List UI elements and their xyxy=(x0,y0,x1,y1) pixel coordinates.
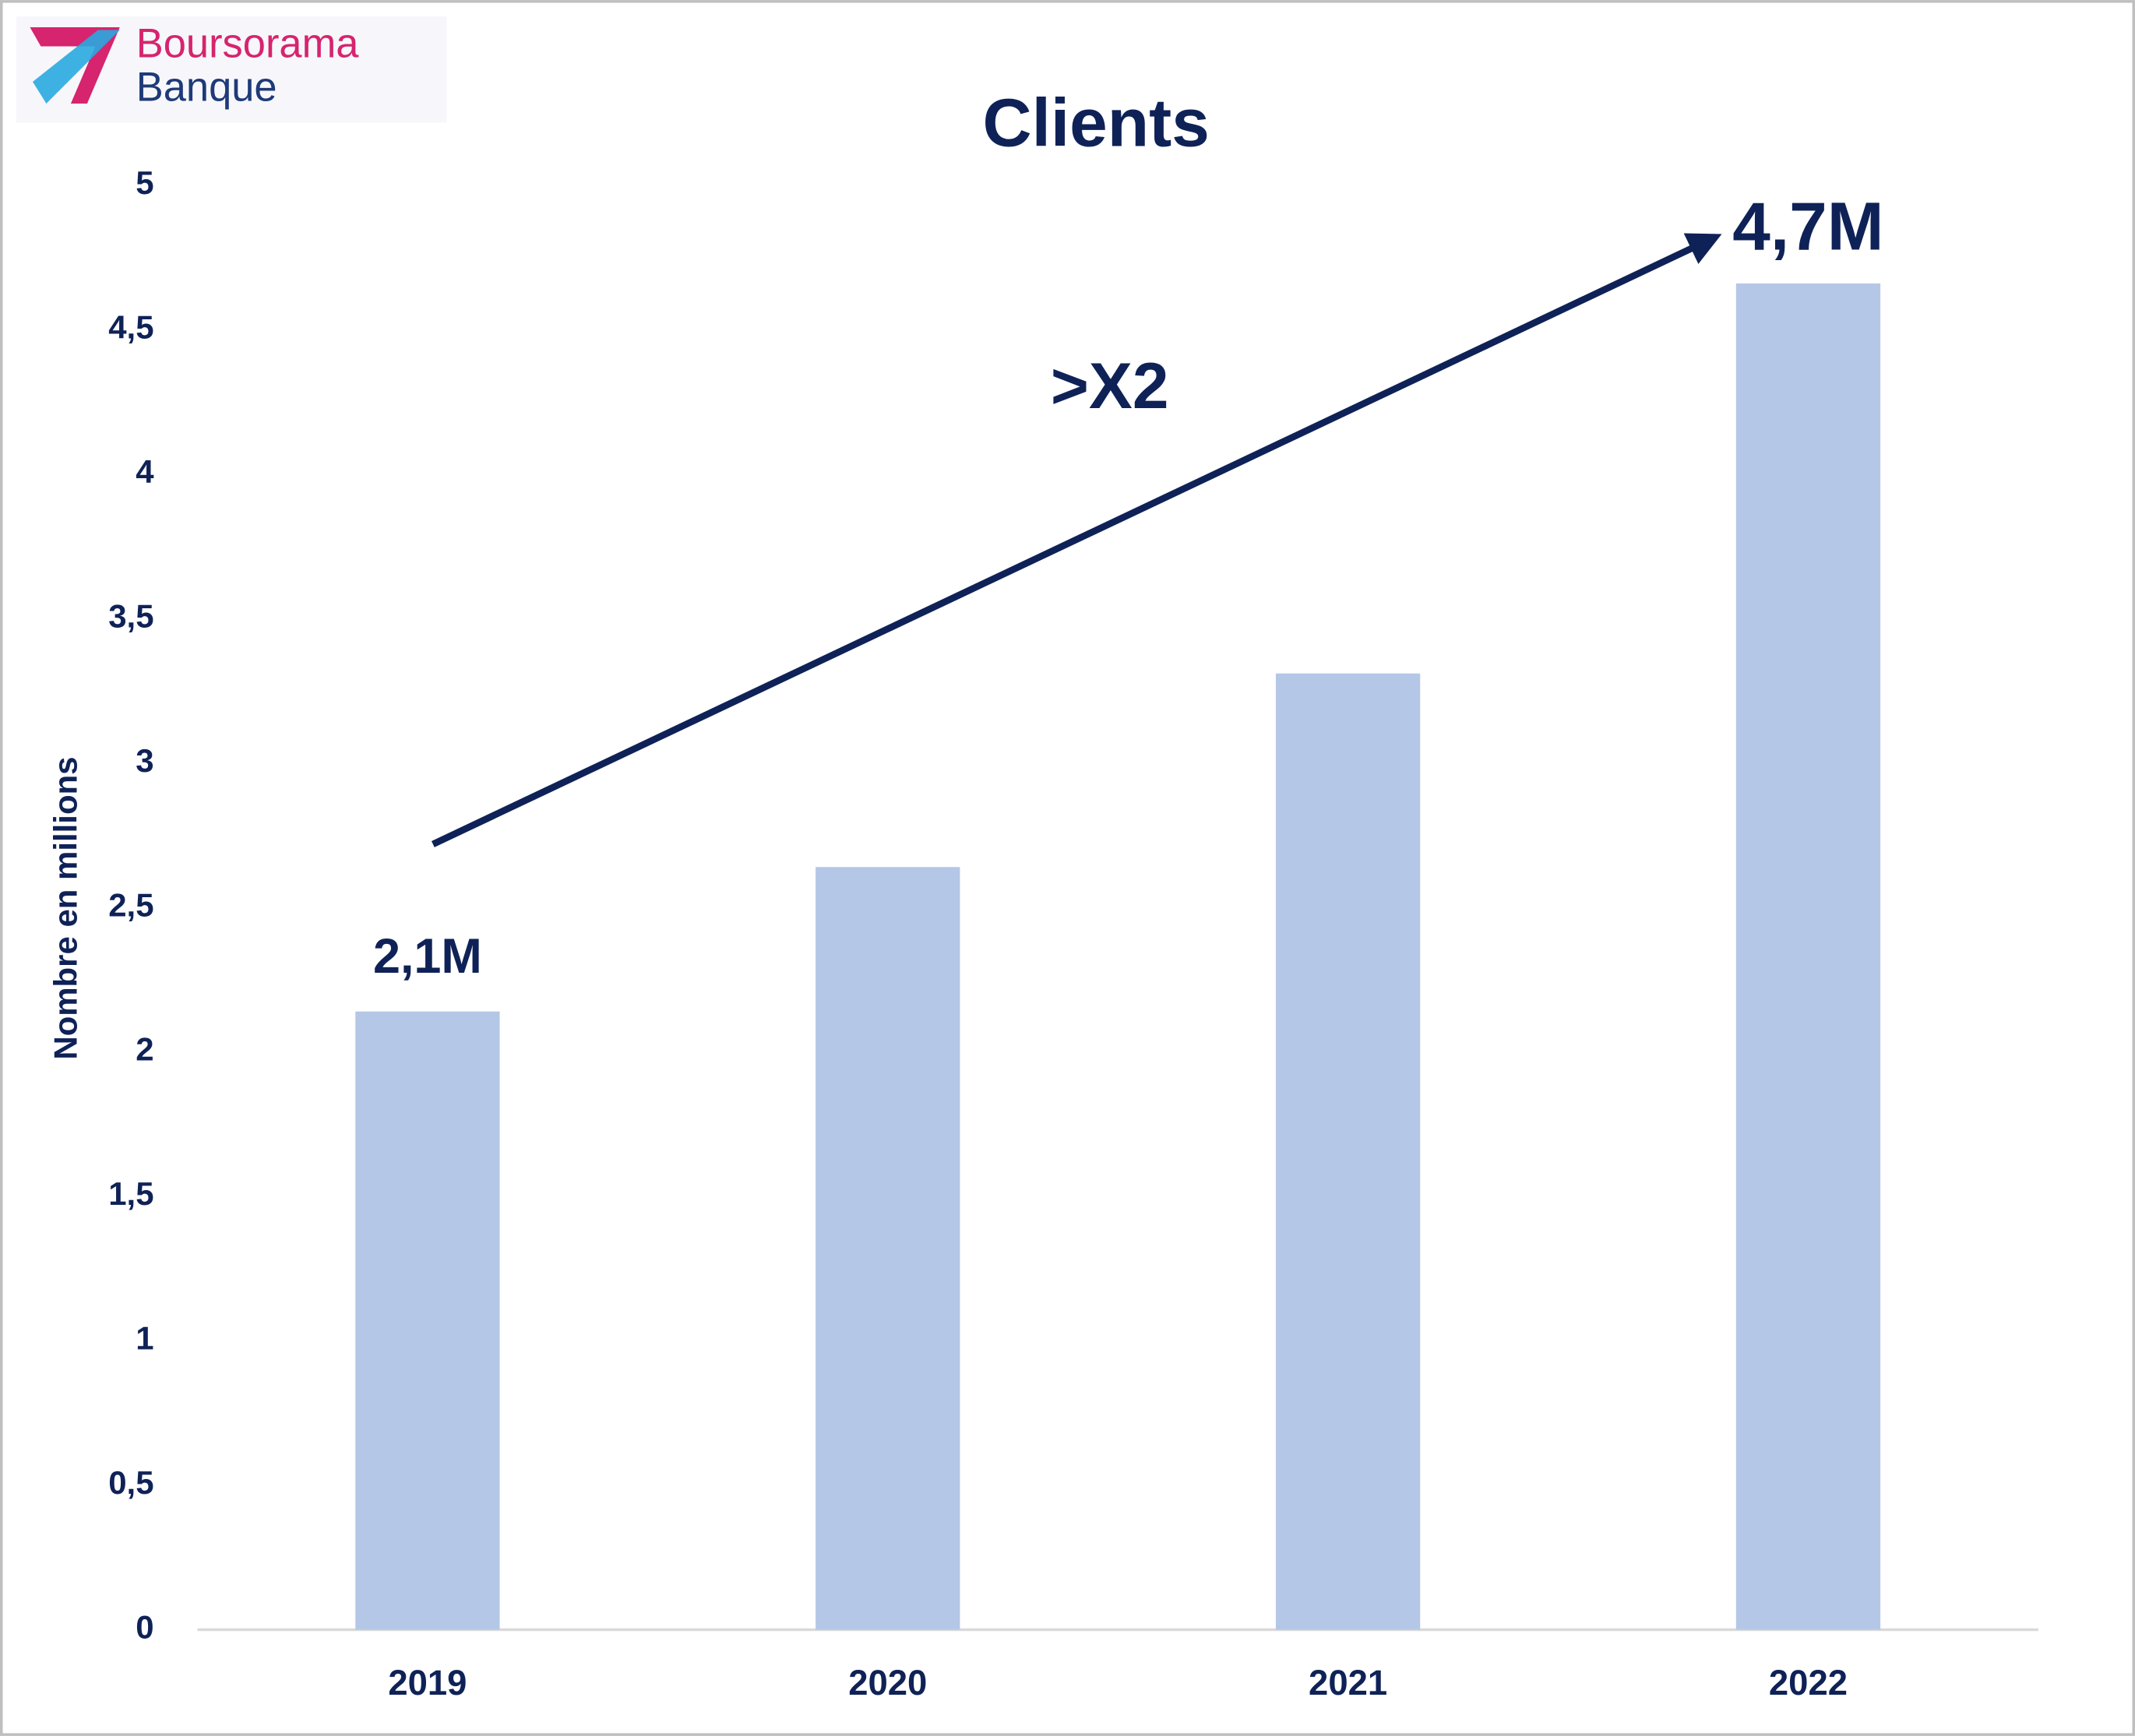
bar xyxy=(1275,673,1421,1630)
y-axis-label: Nombre en millions xyxy=(47,756,83,1059)
logo-text: Banque xyxy=(136,65,277,110)
y-tick-label: 3 xyxy=(136,742,153,779)
y-tick-label: 3,5 xyxy=(108,597,153,634)
bar xyxy=(1735,283,1881,1630)
x-tick-label: 2022 xyxy=(1769,1663,1848,1703)
y-tick-label: 1,5 xyxy=(108,1175,153,1212)
y-tick-label: 0 xyxy=(136,1609,153,1646)
x-tick-label: 2021 xyxy=(1309,1663,1387,1703)
data-label: 4,7M xyxy=(1732,188,1883,265)
trend-arrow xyxy=(432,233,1722,847)
logo: Boursorama Banque xyxy=(16,16,447,123)
bar xyxy=(355,1011,500,1630)
y-tick-label: 4 xyxy=(136,453,154,490)
y-tick-label: 2,5 xyxy=(108,886,153,923)
y-tick-label: 1 xyxy=(136,1320,153,1357)
chart-title: Clients xyxy=(983,85,1210,161)
annotation: >X2 xyxy=(1051,349,1169,422)
x-tick-label: 2020 xyxy=(848,1663,927,1703)
y-tick-label: 2 xyxy=(136,1031,153,1068)
y-tick-label: 4,5 xyxy=(108,308,153,345)
logo-mark-blue xyxy=(32,30,120,104)
x-tick-label: 2019 xyxy=(388,1663,467,1703)
data-label: 2,1M xyxy=(373,929,482,984)
y-tick-label: 5 xyxy=(136,164,153,201)
y-tick-label: 0,5 xyxy=(108,1464,153,1501)
logo-text: Boursorama xyxy=(136,21,359,66)
bar xyxy=(816,867,960,1630)
